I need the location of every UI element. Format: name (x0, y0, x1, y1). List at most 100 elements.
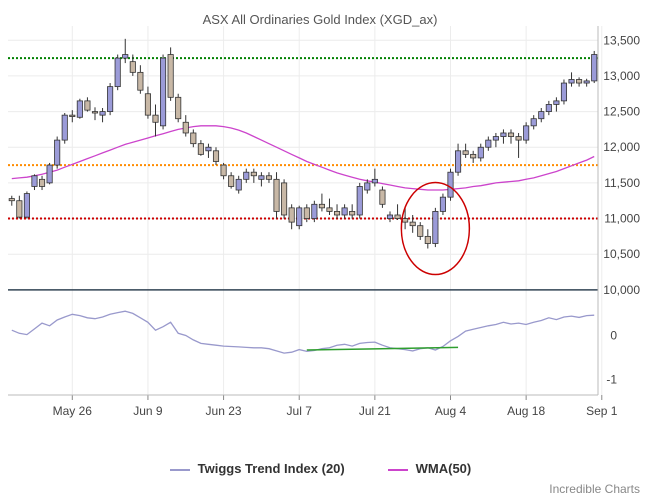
candle-body (250, 171, 257, 177)
candle-body (228, 175, 235, 187)
price-tick-label: 10,500 (603, 247, 640, 261)
candle-body (99, 111, 106, 116)
date-tick-label: Jun 23 (206, 404, 242, 418)
candle-body (379, 189, 386, 205)
candle-body (114, 57, 121, 88)
chart-title: ASX All Ordinaries Gold Index (XGD_ax) (203, 12, 438, 27)
candle-body (182, 121, 189, 134)
candle-body (470, 153, 477, 159)
candle-body (61, 114, 68, 141)
candle-body (371, 178, 378, 184)
candle-body (8, 198, 15, 202)
candle-body (560, 82, 568, 102)
date-tick-label: Aug 4 (435, 404, 467, 418)
candle-body (107, 86, 114, 112)
annotations (306, 181, 471, 351)
indicator-tick-label: 0 (610, 328, 617, 342)
candle-body (576, 79, 583, 84)
date-tick-label: Jul 7 (287, 404, 313, 418)
candle-body (303, 207, 310, 219)
candle-body (220, 164, 227, 177)
candle-body (296, 207, 303, 227)
candle-body (447, 171, 454, 198)
candle-body (326, 207, 333, 212)
date-tick-label: Aug 18 (507, 404, 545, 418)
candles (8, 38, 598, 249)
candle-body (341, 207, 348, 216)
price-tick-label: 11,500 (604, 176, 640, 190)
candle-body (76, 100, 83, 118)
date-tick-label: Jun 9 (133, 404, 163, 418)
candle-body (492, 136, 499, 141)
candle-body (212, 150, 220, 162)
candle-body (122, 54, 129, 59)
price-tick-label: 12,000 (603, 140, 640, 154)
credit: Incredible Charts (549, 482, 640, 496)
candle-body (333, 211, 341, 216)
candle-body (356, 186, 363, 216)
candle-body (129, 61, 136, 73)
candle-body (273, 178, 280, 212)
legend-label-wma: WMA(50) (415, 461, 472, 476)
candle-body (46, 164, 53, 184)
candle-body (38, 178, 46, 187)
candle-body (386, 214, 394, 219)
candle-body (349, 211, 356, 216)
twiggs-polyline (11, 310, 595, 354)
candle-body (54, 139, 61, 166)
candle-body (538, 111, 545, 120)
candle-body (205, 146, 212, 152)
candle-body (591, 54, 598, 82)
candle-body (583, 80, 590, 84)
price-tick-label: 12,500 (603, 105, 640, 119)
wma-line (11, 125, 595, 191)
indicator-tick-label: -1 (606, 373, 617, 387)
candle-body (500, 132, 507, 137)
date-tick-label: May 26 (53, 404, 93, 418)
candle-body (281, 182, 288, 216)
candle-body (485, 139, 492, 148)
date-tick-label: Sep 1 (586, 404, 618, 418)
legend-item-wma[interactable]: WMA(50) (388, 461, 471, 476)
candle-body (515, 136, 522, 141)
candle-body (175, 96, 182, 120)
candle-body (197, 143, 204, 155)
candle-body (31, 175, 38, 187)
candle-body (23, 193, 30, 218)
candle-body (477, 146, 484, 159)
candle-body (144, 93, 151, 116)
twiggs-indicator (11, 310, 595, 354)
candle-body (507, 132, 515, 137)
candle-body (409, 221, 416, 227)
legend-swatch-wma (388, 468, 408, 471)
legend-item-twiggs[interactable]: Twiggs Trend Index (20) (170, 461, 345, 476)
candle-body (84, 100, 91, 111)
candle-body (394, 214, 401, 219)
candle-body (402, 218, 409, 223)
trendline (306, 346, 459, 351)
candle-body (235, 178, 242, 191)
candle-body (462, 150, 469, 155)
candle-body (167, 54, 174, 98)
candle-body (265, 175, 273, 180)
candle-body (311, 203, 318, 219)
price-tick-label: 13,000 (603, 69, 640, 83)
candle-body (91, 111, 99, 114)
axes: 10,000 10,500 11,000 11,500 12,000 12,500 13,0… (8, 26, 640, 418)
candle-body (417, 225, 424, 237)
legend-swatch-twiggs (170, 468, 190, 471)
candle-body (160, 57, 167, 127)
candle-body (69, 114, 76, 117)
date-tick-label: Jul 21 (359, 404, 391, 418)
grid (8, 26, 603, 395)
price-tick-label: 10,000 (603, 283, 640, 297)
candle-body (545, 104, 552, 112)
candle-body (432, 211, 439, 244)
price-tick-label: 13,500 (603, 33, 640, 47)
horizontal-levels (8, 57, 598, 291)
candle-body (553, 100, 560, 105)
candle-body (258, 175, 265, 180)
candle-body (455, 150, 462, 173)
candle-body (137, 71, 144, 91)
